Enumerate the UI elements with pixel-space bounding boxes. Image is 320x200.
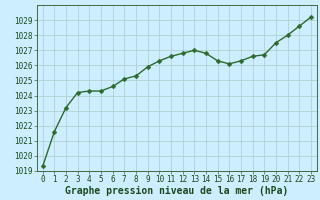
X-axis label: Graphe pression niveau de la mer (hPa): Graphe pression niveau de la mer (hPa) [65, 186, 288, 196]
